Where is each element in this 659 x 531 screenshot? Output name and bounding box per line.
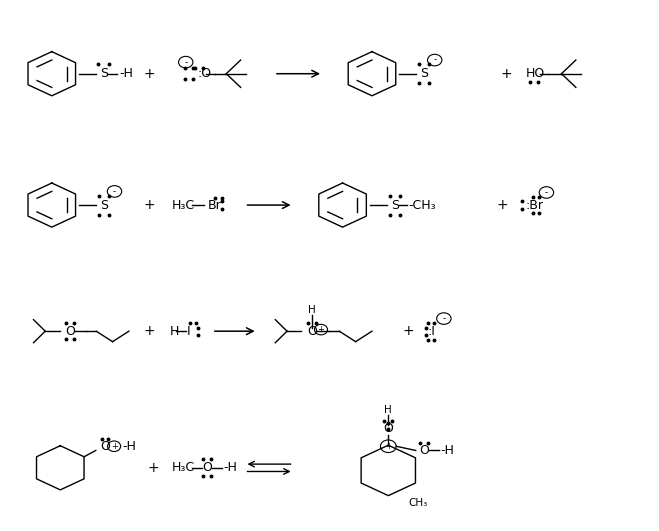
Text: H: H	[169, 324, 179, 338]
Text: H₃C: H₃C	[171, 461, 194, 474]
Text: -H: -H	[122, 440, 136, 453]
Text: CH₃: CH₃	[408, 498, 427, 508]
Text: O: O	[307, 324, 317, 338]
Text: +: +	[144, 198, 156, 212]
Text: +: +	[318, 325, 324, 334]
Text: S: S	[391, 199, 399, 211]
Text: -: -	[442, 314, 445, 323]
Text: H₃C: H₃C	[171, 199, 194, 211]
Text: S: S	[420, 67, 428, 80]
Text: S: S	[100, 67, 108, 80]
Text: +: +	[144, 67, 156, 81]
Text: -: -	[184, 58, 187, 67]
Text: -: -	[113, 187, 116, 196]
Text: +: +	[111, 442, 117, 451]
Text: HO: HO	[525, 67, 545, 80]
Text: O: O	[100, 440, 110, 453]
Text: -H: -H	[120, 67, 134, 80]
Text: O: O	[202, 461, 212, 474]
Text: :Br: :Br	[525, 199, 544, 211]
Text: :I: :I	[428, 324, 436, 338]
Text: O: O	[65, 324, 75, 338]
Text: O: O	[419, 444, 429, 457]
Text: S: S	[100, 199, 108, 211]
Text: +: +	[147, 461, 159, 475]
Text: -CH₃: -CH₃	[408, 199, 436, 211]
Text: -: -	[433, 56, 436, 65]
Text: H: H	[384, 405, 392, 415]
Text: +: +	[402, 324, 414, 338]
Text: O: O	[384, 422, 393, 435]
Text: H: H	[308, 305, 316, 315]
Text: +: +	[500, 67, 512, 81]
Text: +: +	[385, 442, 391, 451]
Text: +: +	[144, 324, 156, 338]
Text: -H: -H	[223, 461, 237, 474]
Text: I: I	[187, 324, 190, 338]
Text: -: -	[545, 188, 548, 197]
Text: Br: Br	[208, 199, 221, 211]
Text: +: +	[497, 198, 509, 212]
Text: -H: -H	[440, 444, 454, 457]
Text: :O: :O	[198, 67, 212, 80]
